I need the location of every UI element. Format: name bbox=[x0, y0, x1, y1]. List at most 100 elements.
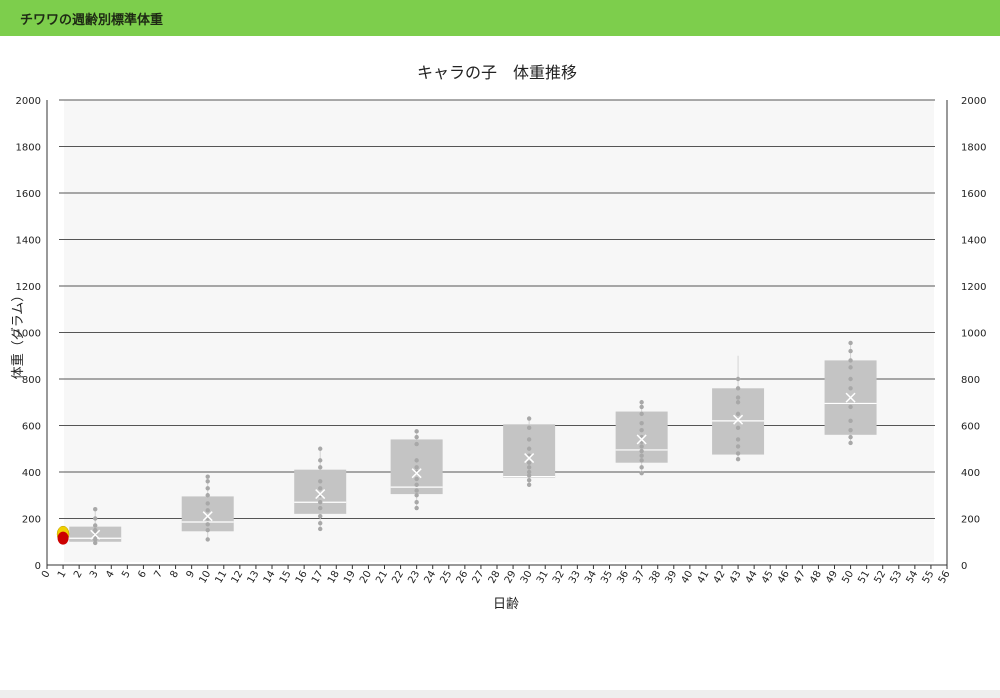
x-tick-label: 44 bbox=[744, 569, 760, 586]
box-point bbox=[414, 488, 419, 493]
x-tick-label: 54 bbox=[905, 569, 921, 586]
box-point bbox=[526, 460, 532, 465]
box-point bbox=[639, 420, 644, 426]
box-point bbox=[735, 386, 741, 391]
y-tick-label-left: 1400 bbox=[16, 236, 41, 247]
box-point bbox=[318, 505, 323, 511]
box-point bbox=[848, 440, 853, 446]
x-tick-label: 49 bbox=[824, 569, 840, 586]
box-point bbox=[318, 520, 323, 526]
box-point bbox=[205, 486, 210, 491]
y-tick-label-right: 1600 bbox=[961, 189, 986, 200]
y-tick-label-left: 1600 bbox=[16, 189, 41, 200]
box-point bbox=[318, 500, 323, 505]
y-tick-label-left: 1200 bbox=[16, 282, 41, 293]
box-point bbox=[848, 434, 853, 440]
y-tick-label-left: 1800 bbox=[16, 143, 41, 154]
x-tick-label: 47 bbox=[792, 569, 808, 586]
box-point bbox=[848, 365, 853, 370]
box-point bbox=[526, 425, 532, 431]
x-tick-label: 19 bbox=[342, 569, 358, 586]
x-tick-label: 52 bbox=[872, 569, 888, 586]
box-point bbox=[848, 348, 853, 354]
current-weight-marker-group bbox=[56, 525, 70, 545]
box-point bbox=[318, 513, 323, 519]
y-tick-label-right: 200 bbox=[961, 515, 980, 526]
y-tick-label-right: 1400 bbox=[961, 236, 986, 247]
y-tick-label-left: 600 bbox=[22, 422, 41, 433]
box-mean-marker bbox=[636, 434, 647, 445]
box-mean-marker bbox=[90, 529, 101, 540]
box-point bbox=[639, 458, 644, 463]
x-tick-label: 7 bbox=[152, 569, 165, 580]
box-point bbox=[414, 429, 419, 434]
weight-chart: キャラの子 体重推移 日齢 体重（グラム） 0 0 200 200 400 400 600 6… bbox=[0, 36, 1000, 690]
x-tick-label: 39 bbox=[663, 569, 679, 586]
y-tick-label-right: 2000 bbox=[961, 96, 986, 107]
chart-title: キャラの子 体重推移 bbox=[417, 63, 577, 82]
box-point bbox=[639, 465, 644, 470]
box-point bbox=[848, 404, 853, 410]
x-tick-label: 51 bbox=[856, 569, 872, 586]
x-tick-label: 25 bbox=[438, 569, 454, 586]
y-axis-label: 体重（グラム） bbox=[10, 289, 26, 380]
y-tick-label-right: 800 bbox=[961, 375, 980, 386]
x-tick-label: 16 bbox=[294, 569, 310, 586]
box-point bbox=[93, 527, 98, 533]
y-tick-label-left: 200 bbox=[22, 515, 41, 526]
box-point bbox=[205, 501, 210, 506]
box-point bbox=[414, 500, 419, 505]
box-series bbox=[69, 340, 877, 546]
x-tick-label: 24 bbox=[422, 569, 438, 586]
x-tick-label: 46 bbox=[776, 569, 792, 586]
x-tick-label: 30 bbox=[519, 569, 535, 586]
x-tick-label: 9 bbox=[185, 569, 198, 580]
x-tick-label: 48 bbox=[808, 569, 824, 586]
box-point bbox=[848, 427, 853, 433]
x-tick-label: 27 bbox=[471, 569, 487, 586]
x-tick-label: 21 bbox=[374, 569, 390, 586]
box-point bbox=[93, 523, 98, 528]
box-point bbox=[526, 416, 532, 421]
x-tick-label: 36 bbox=[615, 569, 631, 586]
box-point bbox=[735, 395, 741, 400]
box-point bbox=[526, 477, 532, 483]
x-tick-label: 50 bbox=[840, 569, 856, 586]
box-point bbox=[205, 479, 210, 484]
footer-strip bbox=[0, 690, 1000, 698]
box-point bbox=[735, 444, 741, 449]
header-bar: チワワの週齢別標準体重 bbox=[0, 0, 1000, 36]
x-tick-label: 0 bbox=[40, 569, 53, 580]
box-mean-marker bbox=[733, 414, 744, 425]
y-tick-label-left: 2000 bbox=[16, 96, 41, 107]
box-point bbox=[414, 458, 419, 463]
box-point bbox=[639, 448, 644, 454]
x-tick-label: 22 bbox=[390, 569, 406, 586]
box-mean-marker bbox=[202, 511, 213, 522]
box-mean-marker bbox=[524, 453, 535, 464]
x-tick-label: 3 bbox=[88, 569, 101, 580]
box-point bbox=[205, 493, 210, 498]
x-tick-label: 53 bbox=[888, 569, 904, 586]
box-point bbox=[639, 427, 644, 433]
y-tick-label-right: 400 bbox=[961, 468, 980, 479]
box-point bbox=[526, 465, 532, 470]
box-point bbox=[848, 376, 853, 382]
box-point bbox=[414, 482, 419, 487]
box-point bbox=[414, 434, 419, 440]
x-tick-label: 29 bbox=[503, 569, 519, 586]
box-point bbox=[848, 358, 853, 363]
y-tick-label-left: 800 bbox=[22, 375, 41, 386]
box-point bbox=[848, 386, 853, 391]
header-title: チワワの週齢別標準体重 bbox=[20, 13, 164, 28]
x-tick-label: 33 bbox=[567, 569, 583, 586]
x-tick-label: 12 bbox=[230, 569, 246, 586]
x-tick-label: 11 bbox=[213, 569, 229, 586]
box-point bbox=[205, 522, 210, 527]
x-tick-label: 20 bbox=[358, 569, 374, 586]
x-tick-label: 43 bbox=[728, 569, 744, 586]
box-point bbox=[414, 441, 419, 447]
box-point bbox=[735, 376, 741, 382]
x-tick-label: 17 bbox=[310, 569, 326, 586]
